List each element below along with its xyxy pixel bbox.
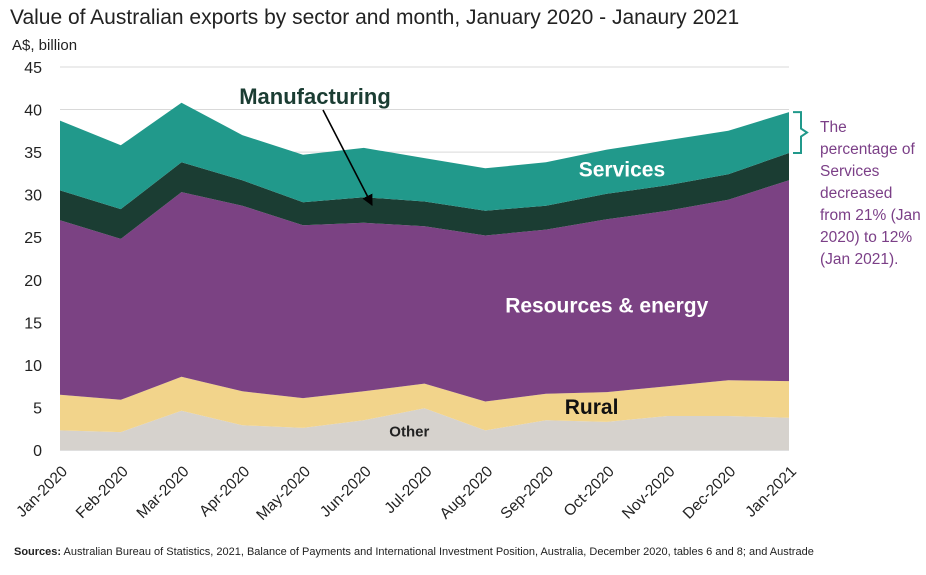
rural-area: [60, 376, 789, 433]
y-tick-label: 45: [24, 60, 42, 77]
area-series: [60, 102, 789, 450]
source-text: Australian Bureau of Statistics, 2021, B…: [63, 546, 814, 558]
x-tick-label: Apr-2020: [196, 463, 253, 520]
x-tick-label: Nov-2020: [619, 463, 679, 523]
x-tick-label: Mar-2020: [134, 463, 193, 522]
y-axis-unit-label: A$, billion: [12, 37, 78, 54]
services-bracket: [793, 111, 809, 154]
manufacturing-label: Manufacturing: [239, 84, 391, 109]
x-tick-label: Sep-2020: [497, 463, 557, 523]
x-tick-label: May-2020: [253, 463, 314, 524]
y-tick-label: 5: [33, 400, 42, 417]
services-label: Services: [579, 158, 665, 181]
y-tick-label: 0: [33, 443, 42, 460]
annotation-marks: [322, 109, 809, 206]
other-label: Other: [389, 424, 429, 441]
manufacturing-arrow: [322, 109, 373, 206]
chart-title: Value of Australian exports by sector an…: [10, 6, 740, 29]
y-tick-label: 20: [24, 273, 42, 290]
x-tick-label: Jun-2020: [317, 463, 375, 521]
other-area: [60, 408, 789, 450]
rural-label: Rural: [565, 396, 619, 419]
x-tick-label: Jul-2020: [381, 463, 435, 517]
y-tick-label: 25: [24, 230, 42, 247]
x-tick-label: Jan-2021: [742, 463, 800, 521]
x-tick-label: Jan-2020: [13, 463, 71, 521]
x-tick-label: Feb-2020: [73, 463, 132, 522]
y-tick-label: 10: [24, 358, 42, 375]
x-tick-label: Aug-2020: [437, 463, 497, 523]
y-tick-label: 15: [24, 315, 42, 332]
y-axis-tick-labels: 0 5 10 15 20 25 30 35 40 45: [24, 60, 42, 460]
y-tick-label: 30: [24, 188, 42, 205]
services-area: [60, 102, 789, 211]
y-tick-label: 40: [24, 103, 42, 120]
source-note: Sources: Australian Bureau of Statistics…: [14, 546, 814, 558]
x-tick-label: Dec-2020: [680, 463, 740, 523]
y-tick-label: 35: [24, 145, 42, 162]
x-tick-label: Oct-2020: [561, 463, 618, 520]
services-annotation-note: The percentage of Services decreased fro…: [820, 119, 921, 268]
source-prefix: Sources:: [14, 546, 62, 558]
resources-energy-area: [60, 180, 789, 402]
series-labels: Other Rural Resources & energy Manufacturin…: [239, 84, 708, 441]
resources-energy-label: Resources & energy: [505, 295, 708, 318]
manufacturing-area: [60, 153, 789, 239]
x-axis-tick-labels: Jan-2020 Feb-2020 Mar-2020 Apr-2020 May-2020…: [13, 463, 800, 524]
